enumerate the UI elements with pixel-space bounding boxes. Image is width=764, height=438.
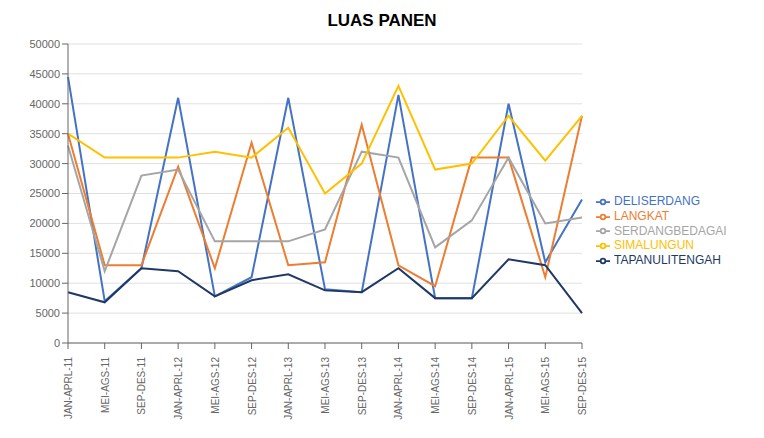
svg-text:JAN-APRL-12: JAN-APRL-12: [173, 357, 184, 420]
html-text:TAPANULITENGAH: TAPANULITENGAH: [614, 253, 721, 268]
svg-text:MEI-AGS-13: MEI-AGS-13: [320, 357, 331, 414]
svg-text:JAN-APRL-13: JAN-APRL-13: [283, 357, 294, 420]
svg-text:20000: 20000: [29, 217, 60, 229]
svg-text:45000: 45000: [29, 68, 60, 80]
svg-text:50000: 50000: [29, 38, 60, 50]
svg-text:30000: 30000: [29, 158, 60, 170]
svg-text:25000: 25000: [29, 187, 60, 199]
html-text:SIMALUNGUN: SIMALUNGUN: [614, 238, 694, 253]
svg-text:35000: 35000: [29, 128, 60, 140]
svg-text:SEP-DES-12: SEP-DES-12: [247, 357, 258, 416]
svg-text:10000: 10000: [29, 277, 60, 289]
svg-text:MEI-AGS-12: MEI-AGS-12: [210, 357, 221, 414]
html-text:SERDANGBEDAGAI: SERDANGBEDAGAI: [614, 223, 727, 238]
svg-text:SEP-DES-13: SEP-DES-13: [357, 357, 368, 416]
svg-text:SEP-DES-11: SEP-DES-11: [136, 357, 147, 415]
svg-text:JAN-APRL-15: JAN-APRL-15: [504, 357, 515, 420]
svg-text:40000: 40000: [29, 98, 60, 110]
svg-text:MEI-AGS-15: MEI-AGS-15: [540, 357, 551, 414]
html-text:LANGKAT: LANGKAT: [614, 208, 670, 223]
svg-text:0: 0: [54, 337, 60, 349]
svg-text:JAN-APRL-11: JAN-APRL-11: [63, 357, 74, 419]
html-text:LUAS PANEN: LUAS PANEN: [327, 11, 437, 30]
svg-text:SEP-DES-14: SEP-DES-14: [467, 357, 478, 416]
svg-text:SEP-DES-15: SEP-DES-15: [577, 357, 588, 416]
svg-text:15000: 15000: [29, 247, 60, 259]
svg-text:MEI-AGS-14: MEI-AGS-14: [430, 357, 441, 414]
svg-text:JAN-APRL-14: JAN-APRL-14: [393, 357, 404, 420]
svg-text:MEI-AGS-11: MEI-AGS-11: [100, 357, 111, 413]
svg-text:5000: 5000: [36, 307, 60, 319]
html-text:DELISERDANG: DELISERDANG: [614, 193, 700, 208]
